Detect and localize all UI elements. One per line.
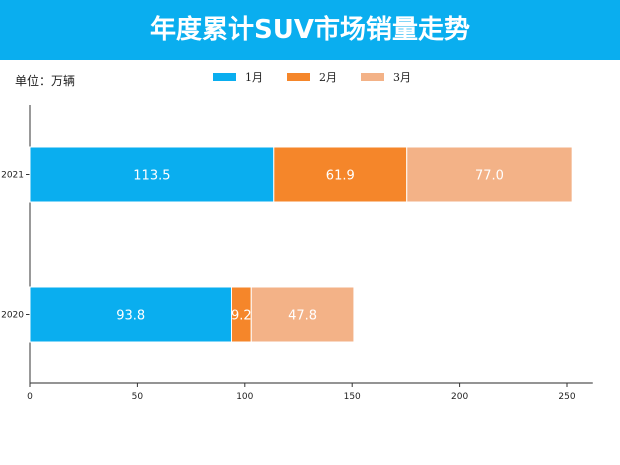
bar-2020-1月	[29, 286, 232, 343]
legend-label: 1月	[245, 71, 263, 84]
chart-title: 年度累计SUV市场销量走势	[0, 0, 620, 60]
x-tick-label: 150	[344, 392, 361, 402]
x-tick-label: 0	[27, 392, 33, 402]
data-label: 47.8	[288, 309, 317, 324]
legend-swatch	[287, 73, 310, 81]
x-tick-label: 200	[451, 392, 468, 402]
x-tick-label: 250	[558, 392, 575, 402]
legend-swatch	[361, 73, 384, 81]
bar-2021-1月	[29, 146, 275, 203]
bar-2021-3月	[406, 146, 573, 203]
y-tick-label: 2020	[1, 311, 24, 321]
data-label: 9.2	[231, 309, 252, 324]
y-tick-label: 2021	[1, 171, 24, 181]
data-label: 93.8	[116, 309, 145, 324]
legend-label: 3月	[393, 71, 411, 84]
legend-label: 2月	[319, 71, 337, 84]
x-tick-label: 50	[132, 392, 144, 402]
data-label: 61.9	[326, 169, 355, 184]
data-label: 77.0	[475, 169, 504, 184]
unit-label: 单位：万辆	[15, 74, 76, 88]
legend-swatch	[213, 73, 236, 81]
bar-2020-3月	[250, 286, 355, 343]
x-tick-label: 100	[236, 392, 253, 402]
data-label: 113.5	[133, 169, 170, 184]
